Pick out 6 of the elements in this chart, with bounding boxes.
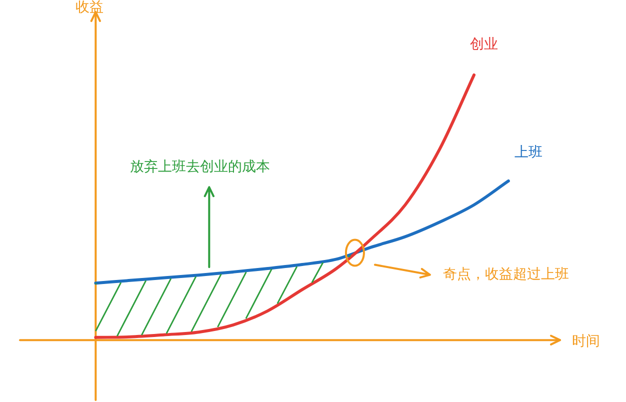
annotation: 奇点，收益超过上班 bbox=[442, 266, 569, 282]
series-label: 创业 bbox=[470, 36, 498, 53]
annotation: 放弃上班去创业的成本 bbox=[130, 158, 270, 175]
series-label: 上班 bbox=[514, 144, 542, 161]
y-axis-title: 收益 bbox=[76, 0, 104, 16]
x-axis-title: 时间 bbox=[572, 334, 600, 350]
